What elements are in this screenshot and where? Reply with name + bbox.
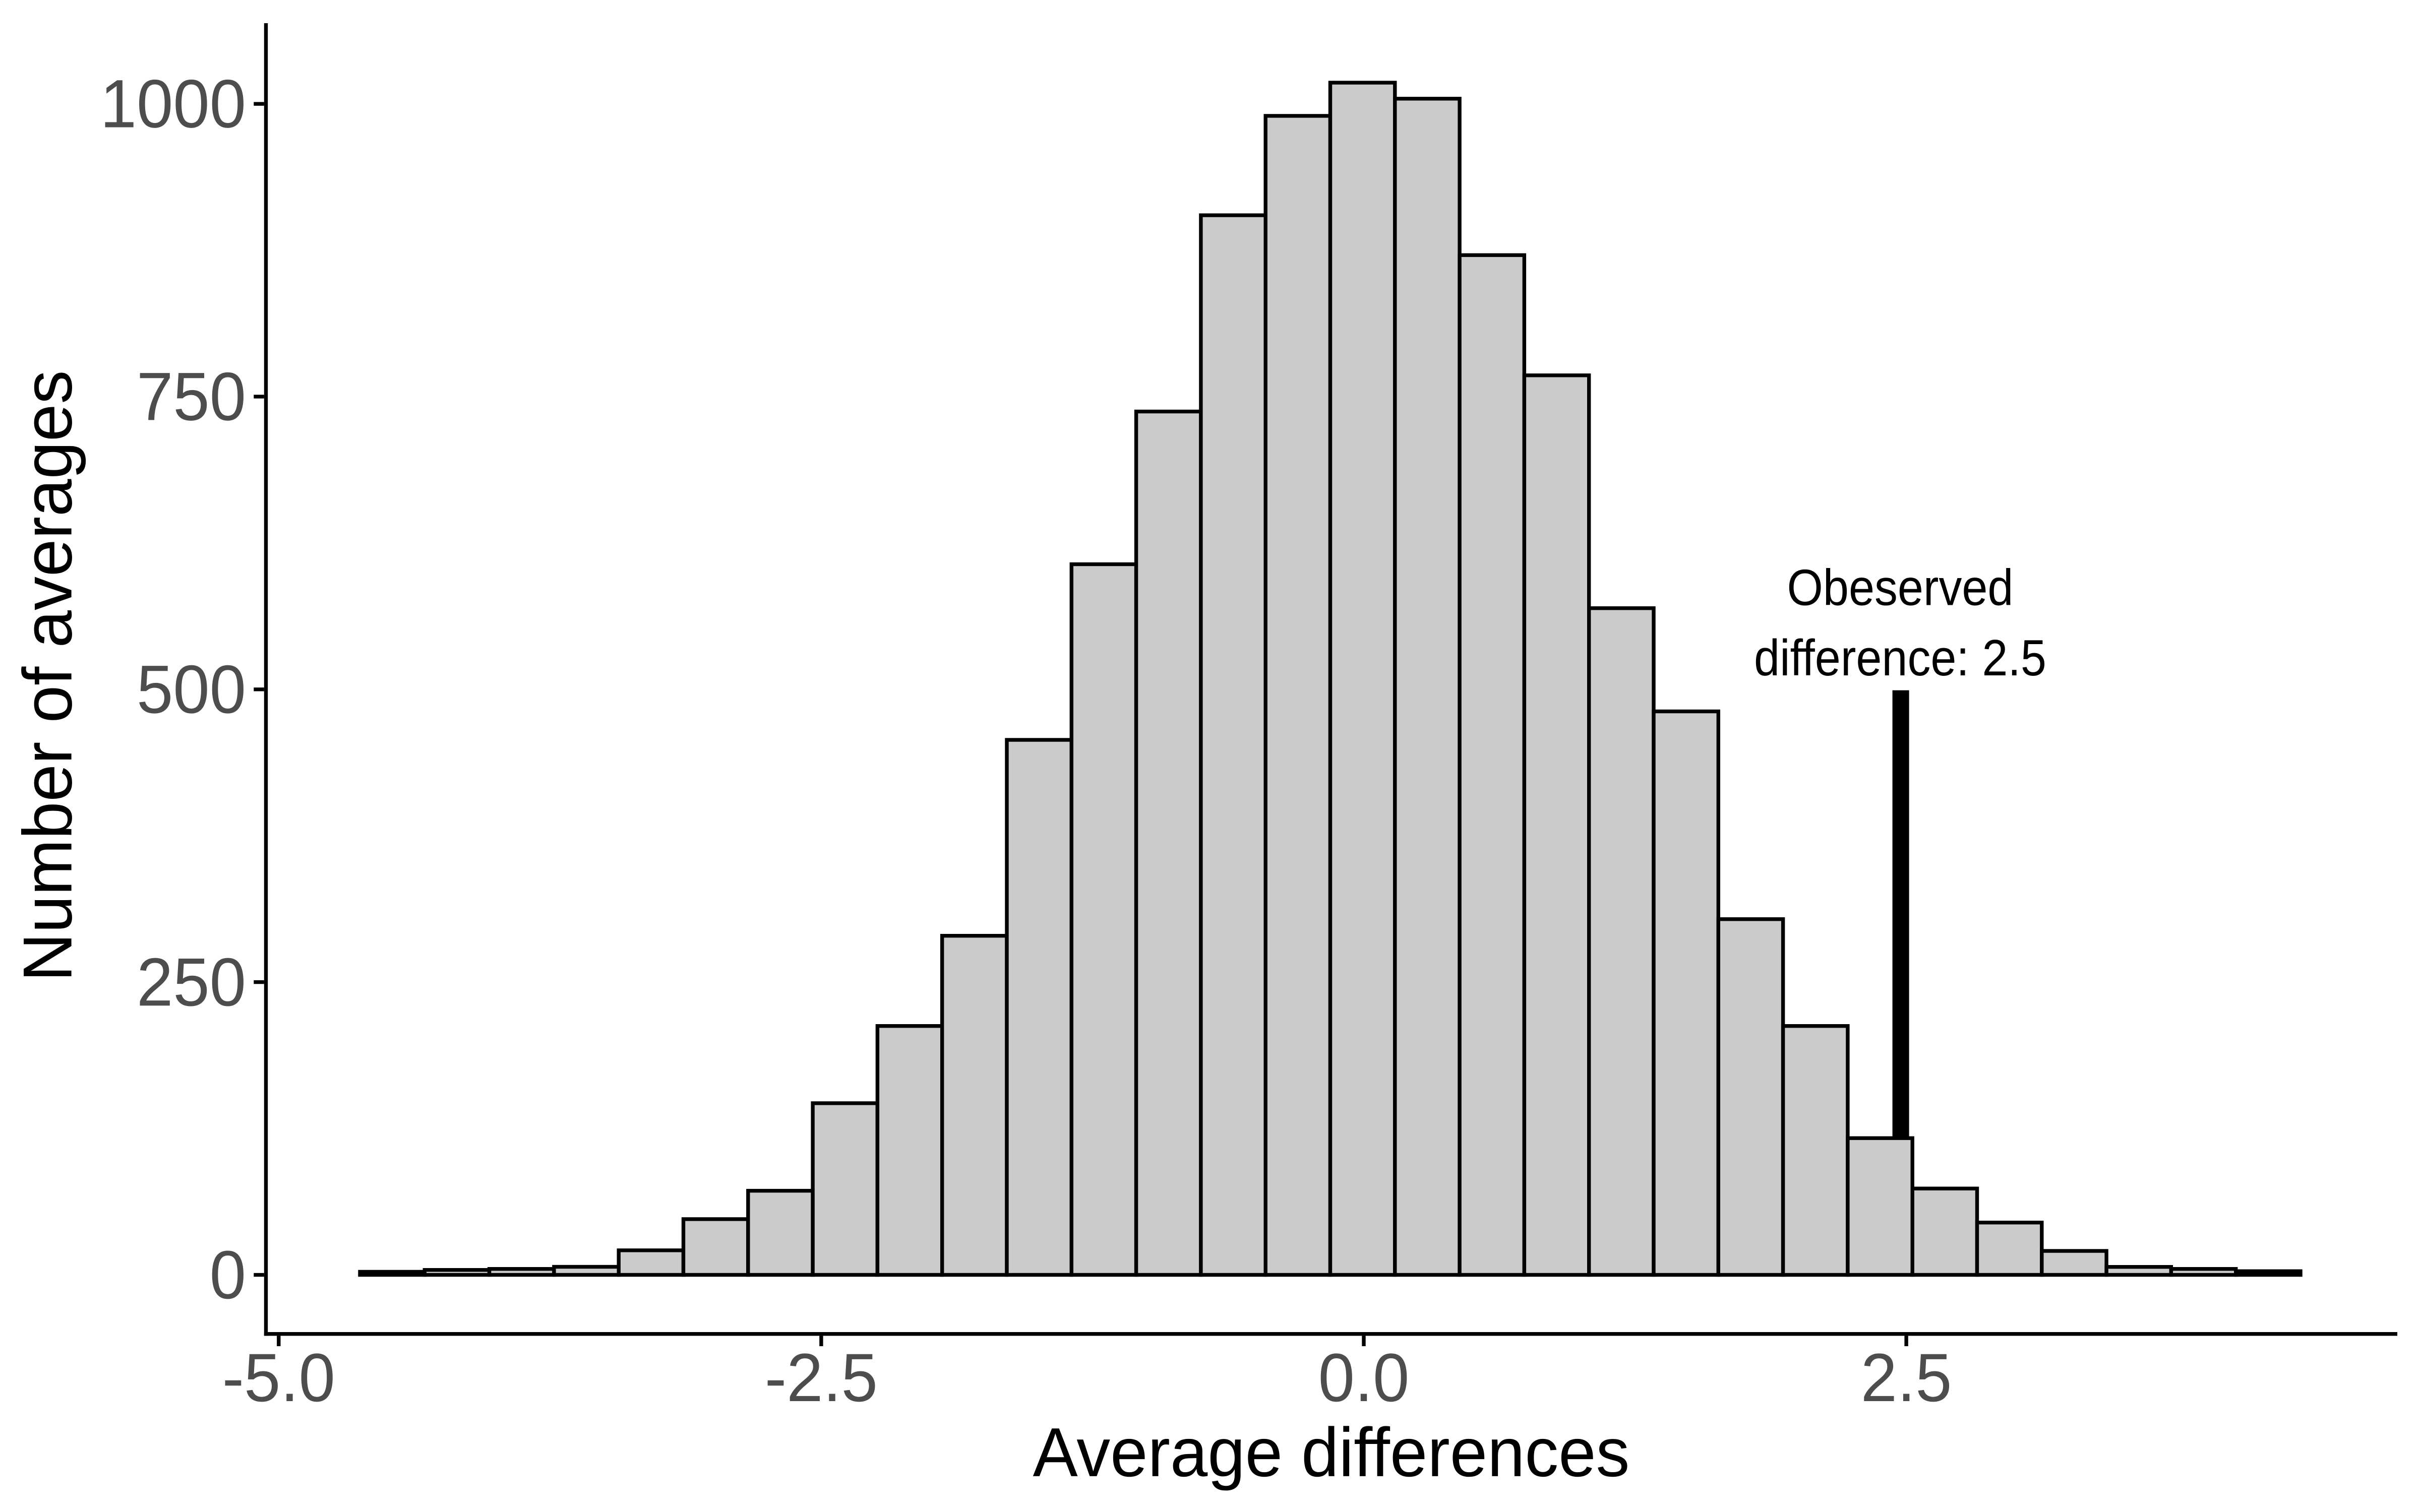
svg-text:500: 500	[137, 652, 246, 728]
svg-text:-5.0: -5.0	[222, 1340, 335, 1416]
svg-text:2.5: 2.5	[1861, 1340, 1952, 1416]
svg-text:0: 0	[210, 1237, 246, 1313]
svg-text:Average differences: Average differences	[1033, 1413, 1630, 1491]
svg-text:difference: 2.5: difference: 2.5	[1754, 630, 2046, 686]
svg-text:-2.5: -2.5	[765, 1340, 878, 1416]
svg-text:0.0: 0.0	[1318, 1340, 1410, 1416]
svg-text:Number of averages: Number of averages	[9, 370, 86, 982]
svg-text:1000: 1000	[100, 66, 246, 142]
svg-text:750: 750	[137, 359, 246, 435]
svg-text:Obeserved: Obeserved	[1787, 559, 2014, 616]
svg-text:250: 250	[137, 944, 246, 1021]
